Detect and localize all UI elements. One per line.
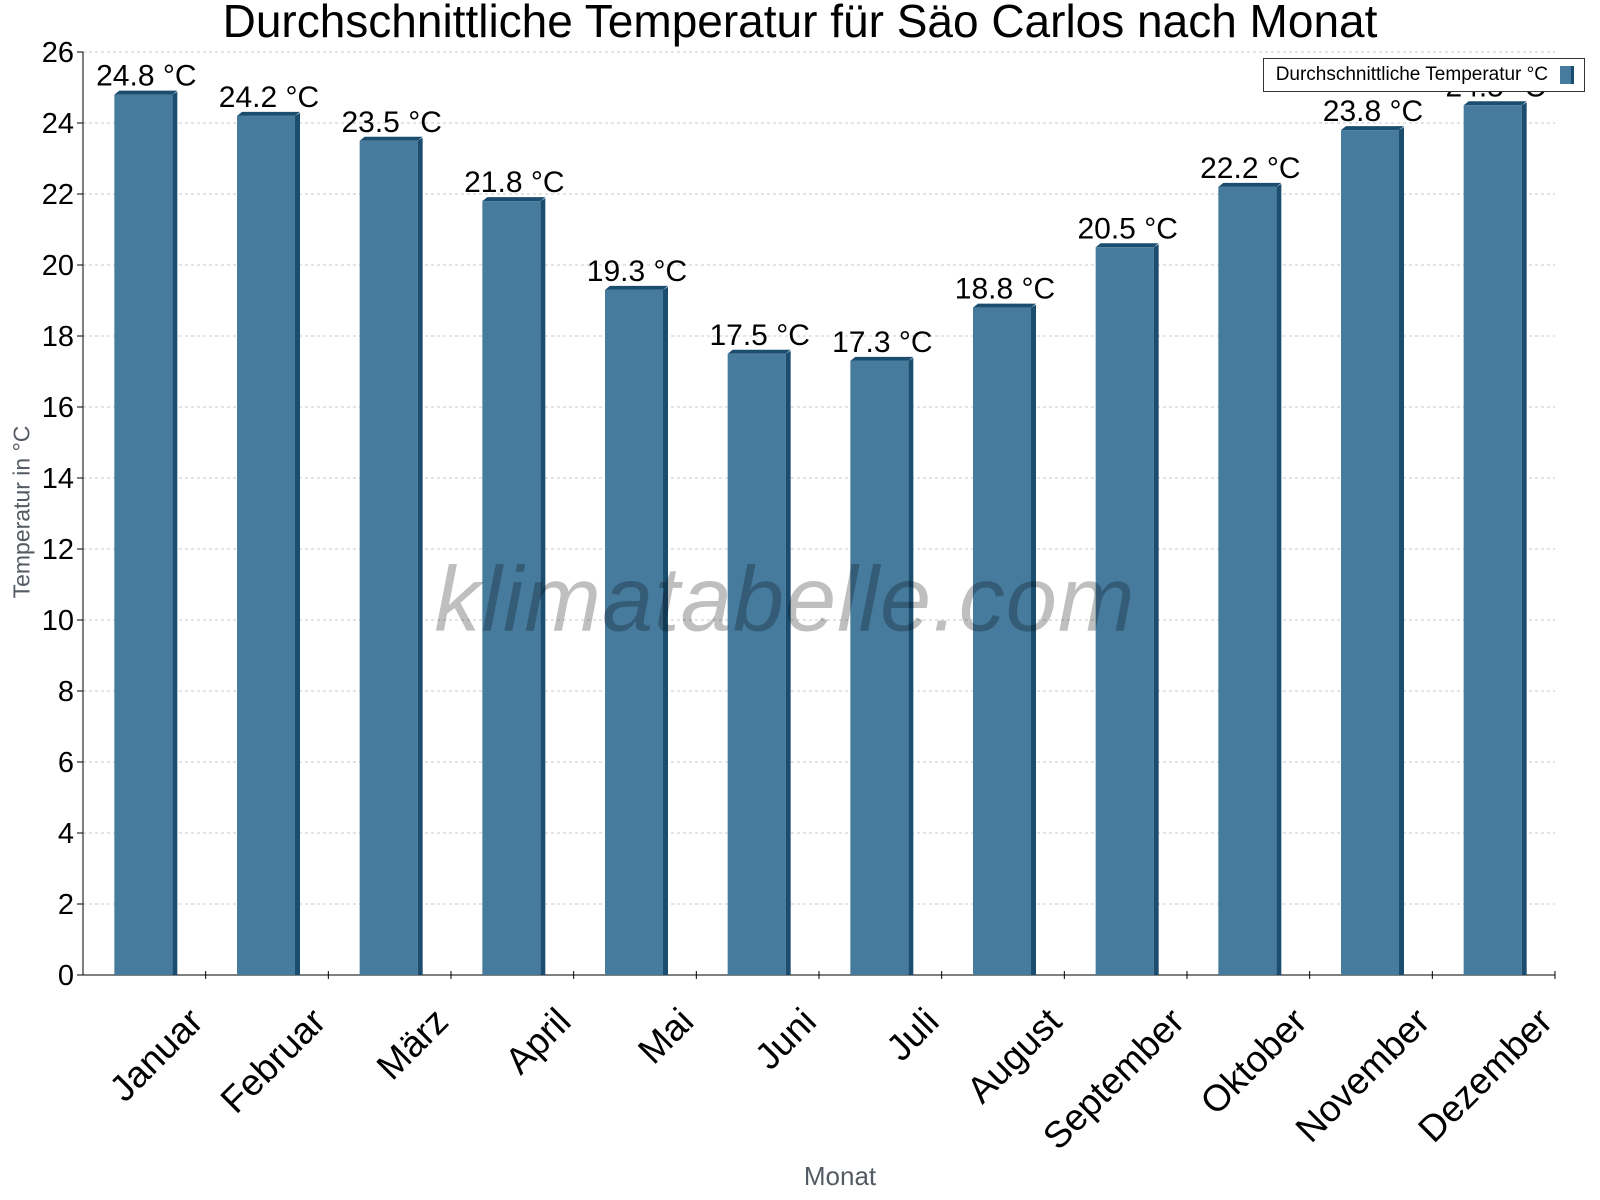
- x-tick-label: Mai: [630, 1000, 701, 1071]
- data-label: 19.3 °C: [587, 255, 687, 288]
- x-tick-label: April: [497, 1000, 578, 1081]
- watermark: klimatabelle.com: [434, 548, 1136, 651]
- data-label: 21.8 °C: [464, 166, 564, 199]
- legend-swatch: [1560, 66, 1574, 84]
- bar: [1095, 247, 1154, 975]
- y-tick-label: 4: [58, 818, 74, 850]
- y-tick-label: 12: [42, 534, 74, 566]
- bar: [850, 360, 909, 976]
- y-tick-label: 22: [42, 179, 74, 211]
- x-tick-label: Dezember: [1410, 1000, 1560, 1150]
- bar: [727, 353, 786, 975]
- y-tick-label: 0: [58, 960, 74, 992]
- bar-top: [237, 111, 300, 116]
- x-tick-label: November: [1288, 1000, 1438, 1150]
- x-tick-label: Februar: [213, 1000, 334, 1121]
- bar-side: [1031, 304, 1036, 976]
- bar-side: [1521, 102, 1527, 975]
- bar: [973, 307, 1031, 976]
- x-tick-label: Juli: [878, 1000, 946, 1068]
- bar: [237, 115, 295, 975]
- bar-side: [540, 198, 546, 976]
- bar-side: [663, 286, 668, 976]
- y-tick-label: 6: [58, 747, 74, 779]
- x-tick-label: März: [369, 1000, 456, 1087]
- bar-top: [1341, 126, 1404, 131]
- x-tick-label: Januar: [102, 1000, 211, 1109]
- data-label: 23.5 °C: [341, 106, 441, 139]
- bar-top: [1095, 243, 1159, 248]
- bar-top: [482, 197, 546, 202]
- data-label: 17.5 °C: [709, 319, 809, 352]
- legend: Durchschnittliche Temperatur °C: [1262, 58, 1585, 92]
- bar-side: [1153, 244, 1159, 975]
- data-label: 24.2 °C: [219, 81, 319, 114]
- y-tick-label: 24: [42, 108, 74, 140]
- bar-top: [1463, 101, 1527, 106]
- bar-side: [172, 91, 178, 976]
- bar-side: [908, 357, 914, 976]
- x-tick-label: Oktober: [1193, 1000, 1315, 1122]
- y-tick-label: 20: [42, 250, 74, 282]
- bar: [114, 94, 173, 976]
- x-tick-label: Juni: [747, 1000, 824, 1077]
- data-label: 22.2 °C: [1200, 152, 1300, 185]
- bar: [1218, 186, 1277, 975]
- bar-side: [1276, 183, 1282, 975]
- y-tick-label: 10: [42, 605, 74, 637]
- bar-top: [114, 90, 178, 95]
- bar-top: [727, 349, 791, 354]
- y-tick-label: 8: [58, 676, 74, 708]
- bar-top: [605, 285, 668, 290]
- x-tick-label: August: [959, 1000, 1070, 1111]
- chart-title: Durchschnittliche Temperatur für Säo Car…: [222, 0, 1378, 47]
- bar: [605, 289, 663, 976]
- bar-side: [417, 137, 423, 975]
- x-axis-label: Monat: [803, 1161, 877, 1191]
- legend-label: Durchschnittliche Temperatur °C: [1275, 64, 1548, 85]
- bar: [482, 201, 541, 976]
- data-label: 18.8 °C: [955, 273, 1055, 306]
- y-tick-label: 18: [42, 321, 74, 353]
- bar: [1341, 130, 1399, 976]
- bar-top: [359, 136, 423, 141]
- bar-side: [785, 350, 791, 975]
- bar-top: [850, 356, 914, 361]
- bar-top: [1218, 182, 1282, 187]
- y-tick-label: 2: [58, 889, 74, 921]
- y-tick-label: 16: [42, 392, 74, 424]
- bar-side: [295, 112, 300, 975]
- bar: [359, 140, 418, 975]
- data-label: 24.8 °C: [96, 60, 196, 93]
- bar-top: [973, 303, 1036, 308]
- data-label: 23.8 °C: [1323, 95, 1423, 128]
- y-tick-label: 26: [42, 37, 74, 69]
- y-tick-label: 14: [42, 463, 74, 495]
- data-label: 20.5 °C: [1077, 212, 1177, 245]
- data-label: 17.3 °C: [832, 326, 932, 359]
- bar-side: [1399, 127, 1404, 976]
- bar: [1463, 105, 1522, 975]
